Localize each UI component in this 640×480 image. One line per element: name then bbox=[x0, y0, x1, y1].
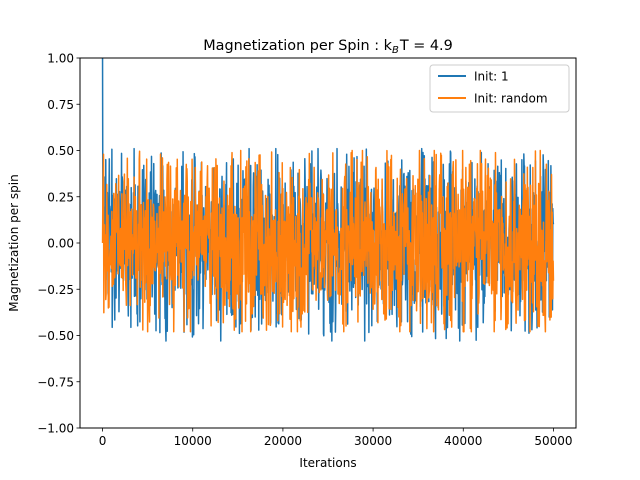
chart-title: Magnetization per Spin : kBT = 4.9 bbox=[203, 38, 452, 56]
y-tick-label: −1.00 bbox=[37, 422, 74, 436]
plot-frame bbox=[79, 57, 577, 429]
y-tick-label: −0.75 bbox=[37, 375, 74, 389]
y-tick-label: 0.50 bbox=[47, 144, 74, 158]
chart-title-subscript: B bbox=[392, 45, 399, 56]
y-axis-label: Magnetization per spin bbox=[7, 174, 21, 311]
y-axis-ticks: −1.00 −0.75 −0.50 −0.25 0.00 0.25 0.50 0.75 1.00 bbox=[37, 52, 80, 436]
chart-title-tail: T = 4.9 bbox=[399, 38, 453, 54]
x-tick-label: 40000 bbox=[444, 434, 482, 448]
x-tick-label: 50000 bbox=[534, 434, 572, 448]
legend-label-init-random: Init: random bbox=[474, 92, 548, 106]
x-tick-label: 10000 bbox=[174, 434, 212, 448]
series-layer bbox=[101, 58, 555, 342]
y-tick-label: −0.25 bbox=[37, 283, 74, 297]
x-tick-label: 30000 bbox=[354, 434, 392, 448]
y-tick-label: 1.00 bbox=[47, 52, 74, 66]
x-tick-label: 0 bbox=[99, 434, 107, 448]
y-tick-label: 0.00 bbox=[47, 237, 74, 251]
x-axis-ticks: 0 10000 20000 30000 40000 50000 bbox=[99, 428, 573, 448]
y-tick-label: 0.75 bbox=[47, 98, 74, 112]
legend-label-init-1: Init: 1 bbox=[474, 70, 509, 84]
y-tick-label: 0.25 bbox=[47, 190, 74, 204]
x-tick-label: 20000 bbox=[264, 434, 302, 448]
x-axis-label: Iterations bbox=[299, 456, 356, 470]
chart-title-main: Magnetization per Spin : k bbox=[203, 38, 392, 54]
y-tick-label: −0.50 bbox=[37, 329, 74, 343]
series-line-init-random bbox=[101, 149, 555, 333]
legend: Init: 1 Init: random bbox=[429, 64, 570, 113]
